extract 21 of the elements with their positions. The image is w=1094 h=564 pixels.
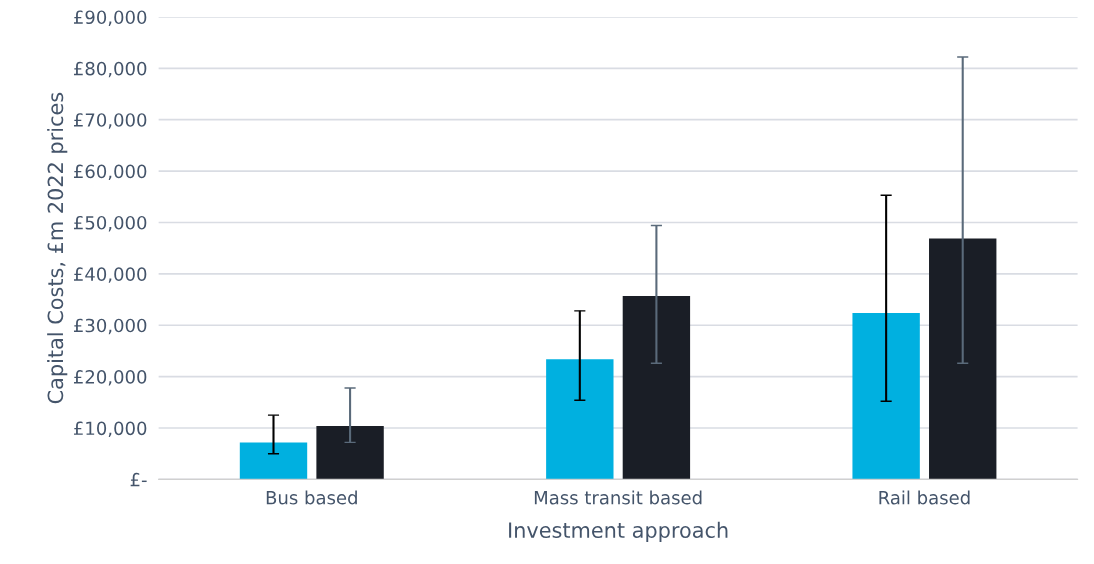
x-tick-label: Rail based	[879, 490, 970, 505]
y-tick-label: £-	[130, 472, 147, 487]
y-tick-label: £50,000	[73, 215, 147, 232]
y-tick-label: £10,000	[73, 421, 147, 437]
bar	[622, 295, 691, 480]
x-axis-title: Investment approach	[509, 521, 728, 543]
y-tick-label: £90,000	[73, 10, 147, 26]
bar	[852, 312, 920, 480]
x-tick-label: Bus based	[266, 490, 357, 505]
y-tick-label: £30,000	[73, 318, 147, 335]
y-tick-label: £70,000	[73, 113, 147, 129]
y-axis-title: Capital Costs, £m 2022 prices	[47, 92, 68, 404]
bar	[546, 359, 614, 480]
bar	[239, 442, 308, 480]
y-tick-label: £80,000	[73, 61, 147, 78]
y-tick-label: £20,000	[73, 370, 147, 386]
bar	[929, 238, 997, 480]
y-tick-label: £60,000	[73, 164, 147, 181]
x-tick-label: Mass transit based	[534, 490, 702, 505]
y-tick-label: £40,000	[73, 267, 147, 283]
bar	[316, 425, 384, 480]
